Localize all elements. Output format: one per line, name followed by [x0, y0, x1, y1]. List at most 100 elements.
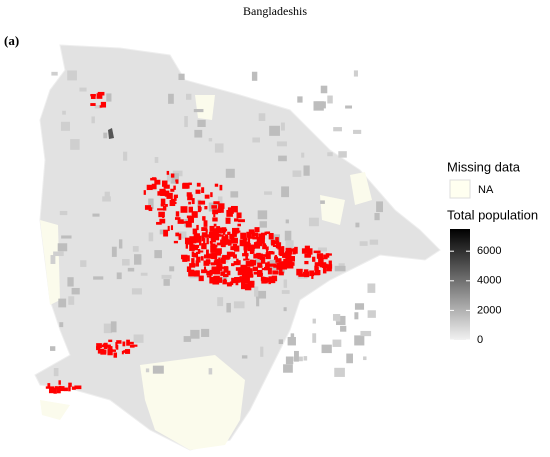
gray-patch — [116, 272, 122, 280]
gray-patch — [260, 346, 264, 357]
gray-patch — [118, 239, 123, 249]
gray-patch — [278, 155, 287, 162]
gray-patch — [353, 129, 362, 134]
red-patch — [248, 236, 251, 243]
red-patch — [96, 93, 103, 99]
red-patch — [274, 256, 278, 260]
red-patch — [208, 231, 216, 239]
red-patch — [210, 236, 216, 243]
red-patch — [201, 187, 205, 193]
gray-patch — [59, 210, 68, 216]
red-patch — [101, 344, 106, 348]
red-patch — [189, 244, 195, 251]
red-patch — [239, 276, 246, 283]
red-patch — [201, 227, 208, 232]
gray-patch — [360, 330, 372, 337]
map — [34, 44, 441, 451]
red-patch — [186, 192, 192, 197]
red-patch — [186, 266, 192, 273]
red-patch — [107, 349, 113, 356]
red-patch — [199, 206, 202, 211]
red-patch — [304, 271, 310, 278]
gray-patch — [161, 274, 172, 279]
gray-patch — [104, 191, 110, 198]
red-patch — [279, 251, 284, 257]
red-patch — [303, 269, 309, 274]
gray-patch — [254, 286, 259, 297]
panel-label: (a) — [4, 33, 19, 48]
red-patch — [253, 232, 259, 237]
red-patch — [74, 385, 82, 390]
red-patch — [164, 190, 170, 197]
red-patch — [279, 246, 285, 252]
gray-patch — [374, 212, 380, 221]
gray-patch — [252, 137, 261, 143]
gray-patch — [110, 321, 117, 333]
red-patch — [210, 192, 213, 198]
red-patch — [325, 253, 330, 258]
red-patch — [316, 266, 319, 273]
red-patch — [108, 346, 113, 350]
gray-patch — [327, 152, 333, 157]
red-patch — [184, 237, 192, 245]
red-patch — [221, 255, 225, 260]
red-patch — [269, 263, 277, 267]
red-patch — [199, 241, 202, 246]
red-patch — [201, 232, 208, 238]
gray-patch — [315, 101, 326, 109]
gray-patch — [94, 105, 101, 109]
gray-patch — [290, 333, 295, 339]
gray-patch — [53, 368, 59, 377]
red-patch — [248, 280, 255, 285]
colorbar — [450, 229, 470, 340]
gray-patch — [50, 255, 56, 264]
gray-patch — [367, 283, 376, 293]
red-patch — [233, 261, 240, 266]
gray-patch — [276, 141, 287, 147]
red-patch — [166, 170, 170, 175]
gray-patch — [354, 335, 365, 346]
gray-patch — [285, 240, 294, 251]
red-patch — [193, 233, 200, 238]
red-patch — [58, 380, 61, 385]
red-patch — [193, 270, 200, 277]
gray-patch — [111, 246, 117, 257]
red-patch — [215, 248, 222, 254]
gray-patch — [177, 231, 187, 239]
gray-patch — [131, 288, 142, 295]
red-patch — [257, 262, 263, 268]
gray-patch — [376, 201, 384, 213]
gray-patch — [127, 267, 135, 272]
red-patch — [243, 258, 250, 261]
red-patch — [254, 227, 260, 233]
red-patch — [218, 257, 221, 261]
red-patch — [182, 182, 190, 189]
gray-patch — [185, 93, 192, 100]
red-patch — [256, 252, 261, 258]
red-patch — [226, 270, 231, 276]
red-patch — [190, 237, 198, 242]
red-patch — [256, 236, 264, 244]
red-patch — [163, 184, 170, 189]
legend-label: NA — [478, 184, 494, 196]
red-patch — [191, 251, 195, 257]
gray-patch — [312, 318, 316, 324]
red-patch — [211, 244, 218, 248]
red-patch — [195, 251, 200, 255]
red-patch — [191, 211, 198, 218]
gray-patch — [103, 132, 108, 139]
gray-patch — [103, 323, 113, 334]
gray-patch — [91, 116, 95, 124]
red-patch — [268, 251, 273, 254]
red-patch — [205, 229, 208, 233]
red-patch — [230, 237, 237, 244]
red-patch — [68, 386, 71, 392]
red-patch — [220, 242, 226, 248]
red-patch — [232, 243, 238, 251]
red-patch — [234, 277, 240, 283]
gray-patch — [354, 312, 359, 320]
gray-patch — [226, 302, 231, 313]
red-patch — [204, 206, 208, 210]
gray-patch — [327, 95, 333, 104]
red-patch — [188, 269, 195, 277]
